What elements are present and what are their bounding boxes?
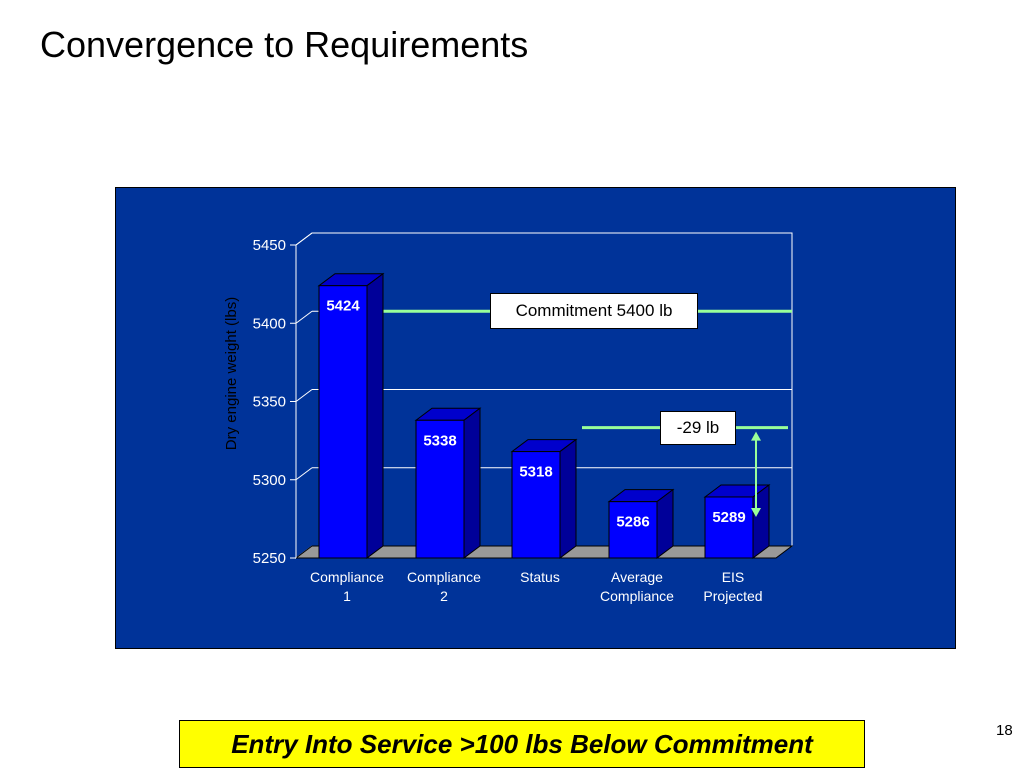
x-category-label: 1 [343,588,351,604]
bar-front [511,451,561,559]
delta-callout: -29 lb [660,410,736,445]
bar-front [318,285,368,559]
x-category-label: EIS [722,569,745,585]
bar [317,272,385,559]
delta-arrowhead-up [751,431,761,441]
gridline-side [295,232,313,246]
commitment-callout: Commitment 5400 lb [490,293,698,330]
conclusion-banner: Entry Into Service >100 lbs Below Commit… [179,720,865,768]
x-category-label: Compliance [407,569,481,585]
gridline-side [295,467,313,481]
bar-front [415,419,465,559]
x-category-label: 2 [440,588,448,604]
gridline-side [295,310,313,324]
bar-front [704,496,754,559]
bar-side [366,272,384,559]
bar-data-label: 5338 [423,432,456,449]
bar-side [656,488,674,559]
y-tick-label: 5400 [253,315,286,332]
bar [510,438,578,559]
bar-front [608,501,658,559]
x-category-label: Compliance [310,569,384,585]
x-category-label: Average [611,569,663,585]
y-tick-label: 5300 [253,472,286,489]
slide-title: Convergence to Requirements [40,24,529,65]
y-tick-label: 5250 [253,550,286,567]
y-tick-label: 5450 [253,237,286,254]
bar-chart: 5250 5300 5350 5400 5450 Dry engine weight (l… [223,232,794,604]
gridline-side [295,389,313,402]
bar-data-label: 5289 [712,509,745,526]
bar-side [463,407,481,559]
bar-data-label: 5424 [326,298,360,315]
page-number: 18 [996,722,1013,739]
x-category-label: Compliance [600,588,674,604]
y-tick-label: 5350 [253,394,286,411]
delta-arrowhead-down [751,507,761,517]
x-category-label: Status [520,569,560,585]
chart-panel: 5250 5300 5350 5400 5450 Dry engine weight (l… [115,187,956,649]
x-category-label: Projected [703,588,762,604]
bar-data-label: 5318 [519,464,552,481]
y-axis-title: Dry engine weight (lbs) [223,297,240,450]
bar-data-label: 5286 [616,514,649,531]
bar [607,488,675,559]
bar [414,407,482,559]
bar-side [559,438,577,559]
